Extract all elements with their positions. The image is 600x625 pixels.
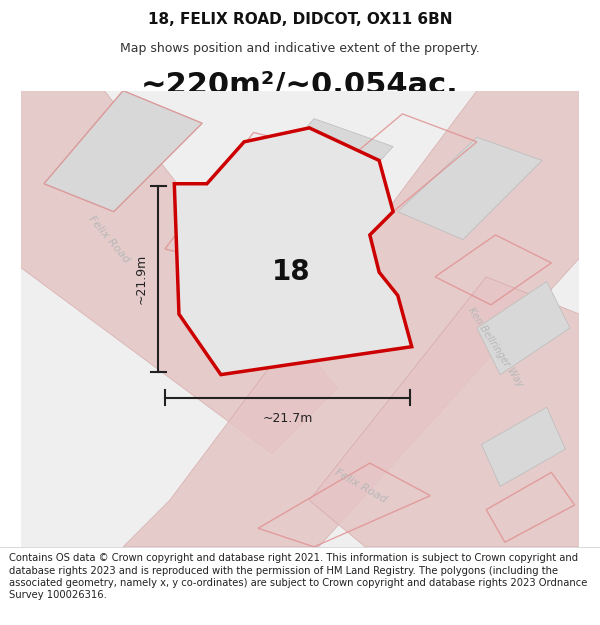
Polygon shape (482, 408, 565, 486)
Text: ~21.9m: ~21.9m (134, 254, 147, 304)
Polygon shape (20, 91, 337, 454)
Polygon shape (310, 277, 580, 547)
Polygon shape (123, 91, 580, 547)
Text: Felix Road: Felix Road (86, 214, 131, 265)
Polygon shape (398, 137, 542, 239)
Polygon shape (20, 91, 580, 547)
Text: 18, FELIX ROAD, DIDCOT, OX11 6BN: 18, FELIX ROAD, DIDCOT, OX11 6BN (148, 12, 452, 28)
Polygon shape (174, 128, 412, 374)
Text: Contains OS data © Crown copyright and database right 2021. This information is : Contains OS data © Crown copyright and d… (9, 553, 587, 601)
Text: Ken Bellringer Way: Ken Bellringer Way (466, 305, 525, 388)
Text: Map shows position and indicative extent of the property.: Map shows position and indicative extent… (120, 42, 480, 56)
Text: ~220m²/~0.054ac.: ~220m²/~0.054ac. (141, 71, 459, 99)
Text: 18: 18 (271, 258, 310, 286)
Text: ~21.7m: ~21.7m (262, 412, 313, 425)
Text: Felix Road: Felix Road (333, 468, 388, 505)
Polygon shape (235, 119, 393, 239)
Polygon shape (477, 281, 570, 374)
Polygon shape (44, 91, 202, 212)
